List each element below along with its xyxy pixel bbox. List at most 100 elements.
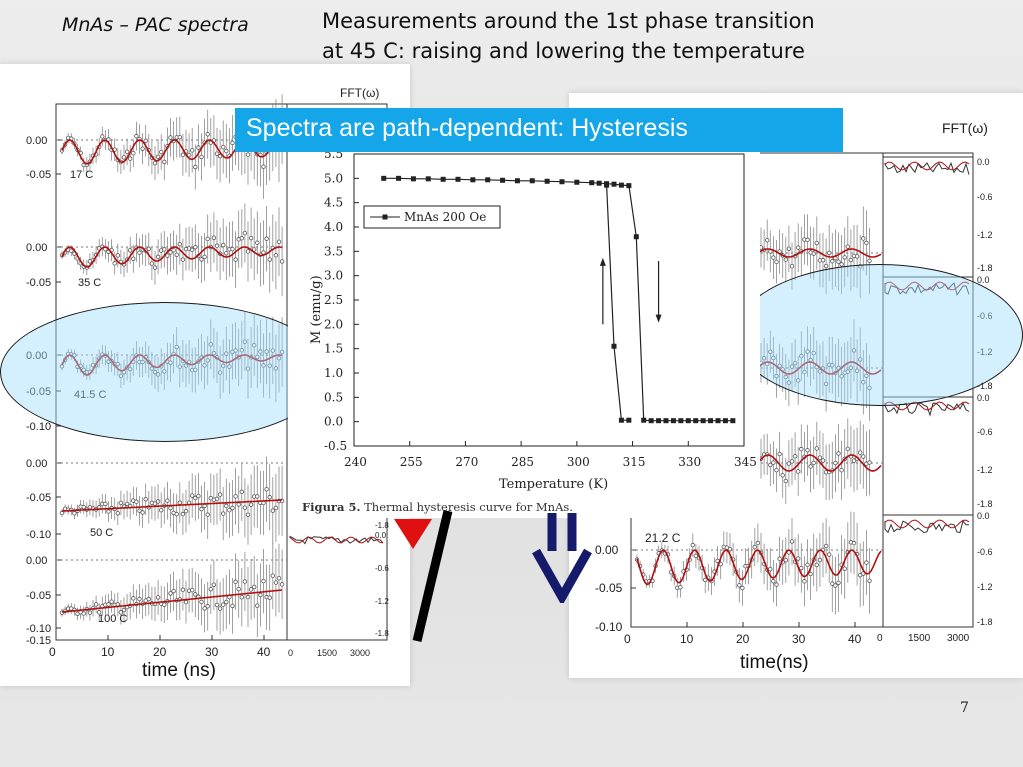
hyst-axes-frame <box>353 153 745 447</box>
hyst-data-marker <box>656 418 662 424</box>
data-point <box>842 566 847 571</box>
fft-trace <box>884 519 970 534</box>
left-fft-y-tick-label: -0.6 <box>375 564 389 573</box>
data-point <box>242 230 248 236</box>
spectrum-temp-label: 21.2 C <box>645 531 681 545</box>
data-point <box>851 458 857 463</box>
data-point <box>131 596 136 601</box>
data-point <box>180 257 186 262</box>
data-point <box>165 253 170 258</box>
right-fft-y-tick-label: -0.6 <box>977 427 993 437</box>
left-y-tick-label: -0.05 <box>26 169 51 181</box>
data-point <box>211 582 217 587</box>
data-point <box>121 155 127 160</box>
data-point <box>845 446 850 452</box>
left-y-tick-label: 0.00 <box>26 135 47 147</box>
right-x-tick-label: 0 <box>624 632 631 646</box>
data-point <box>106 509 111 514</box>
data-point <box>248 502 254 507</box>
data-point <box>214 602 220 608</box>
left-y-tick-label: -0.05 <box>26 492 51 504</box>
data-point <box>245 594 251 600</box>
hyst-series-line <box>383 177 733 422</box>
data-point <box>239 236 244 241</box>
data-point <box>177 500 182 505</box>
data-point <box>124 501 130 507</box>
fit-curve <box>61 499 283 512</box>
left-fft-x-tick-label: 1500 <box>317 648 337 658</box>
data-point <box>205 604 210 609</box>
hyst-x-axis-label: Temperature (K) <box>499 477 608 492</box>
data-point <box>134 133 139 139</box>
hyst-data-marker <box>470 177 476 183</box>
data-point <box>112 261 117 266</box>
fft-fit <box>884 161 970 171</box>
data-point <box>267 495 272 500</box>
left-y-tick-label: -0.05 <box>26 277 51 289</box>
data-point <box>795 245 801 250</box>
data-point <box>867 578 872 583</box>
data-point <box>115 511 120 516</box>
data-point <box>214 151 220 156</box>
data-point <box>193 592 198 597</box>
data-point <box>81 504 86 510</box>
hyst-legend-marker <box>382 214 388 220</box>
data-point <box>205 132 210 137</box>
fit-curve <box>61 246 283 268</box>
data-point <box>273 253 279 258</box>
hyst-x-tick-label: 285 <box>511 455 534 469</box>
hyst-data-marker <box>544 178 550 184</box>
data-point <box>830 259 835 264</box>
red-triangle-icon <box>394 519 432 549</box>
data-point <box>109 599 114 604</box>
hyst-y-tick-label: 5.0 <box>324 171 343 185</box>
data-point <box>217 492 223 497</box>
data-point <box>771 460 776 465</box>
data-point <box>839 467 844 473</box>
hyst-data-marker <box>618 182 624 188</box>
right-fft-y-tick-label: -1.8 <box>977 263 993 273</box>
hyst-x-tick-label: 345 <box>734 455 757 469</box>
data-point <box>168 505 173 511</box>
data-point <box>202 606 207 611</box>
data-point <box>180 587 186 592</box>
hyst-data-marker <box>410 176 416 182</box>
slash-divider <box>412 509 453 643</box>
data-point <box>805 448 810 453</box>
data-point <box>808 571 813 577</box>
data-point <box>273 505 279 511</box>
data-point <box>214 496 220 502</box>
fit-curve <box>61 589 283 613</box>
hyst-data-marker <box>708 418 714 424</box>
right-fft-y-tick-label: -1.8 <box>977 381 993 391</box>
right-time-axis-label: time(ns) <box>740 652 809 673</box>
data-point <box>131 256 136 261</box>
hyst-x-tick-label: 330 <box>678 455 701 469</box>
hyst-data-marker <box>663 418 669 424</box>
hyst-data-marker <box>633 234 639 240</box>
data-point <box>245 512 251 517</box>
data-point <box>140 146 145 151</box>
data-point <box>103 501 108 507</box>
data-point <box>230 505 235 511</box>
data-point <box>690 542 695 548</box>
data-point <box>786 461 792 466</box>
data-point <box>233 579 238 584</box>
right-x-tick-label: 40 <box>848 632 862 646</box>
data-point <box>836 580 841 585</box>
hyst-x-tick-label: 270 <box>455 455 478 469</box>
data-point <box>786 246 792 252</box>
hysteresis-banner: Spectra are path-dependent: Hysteresis <box>235 108 843 152</box>
left-y-tick-label: -0.10 <box>26 529 51 541</box>
slide-title-right: Measurements around the 1st phase transi… <box>322 6 942 66</box>
data-point <box>867 258 872 264</box>
data-point <box>808 464 813 469</box>
left-y-tick-label: -0.15 <box>26 635 51 647</box>
data-point <box>737 583 742 588</box>
right-y-tick-label: 0.00 <box>595 543 619 557</box>
hyst-data-marker <box>440 176 446 182</box>
data-point <box>727 546 733 552</box>
hyst-data-marker <box>648 418 654 424</box>
left-x-tick-label: 0 <box>49 645 56 659</box>
data-point <box>87 610 93 615</box>
